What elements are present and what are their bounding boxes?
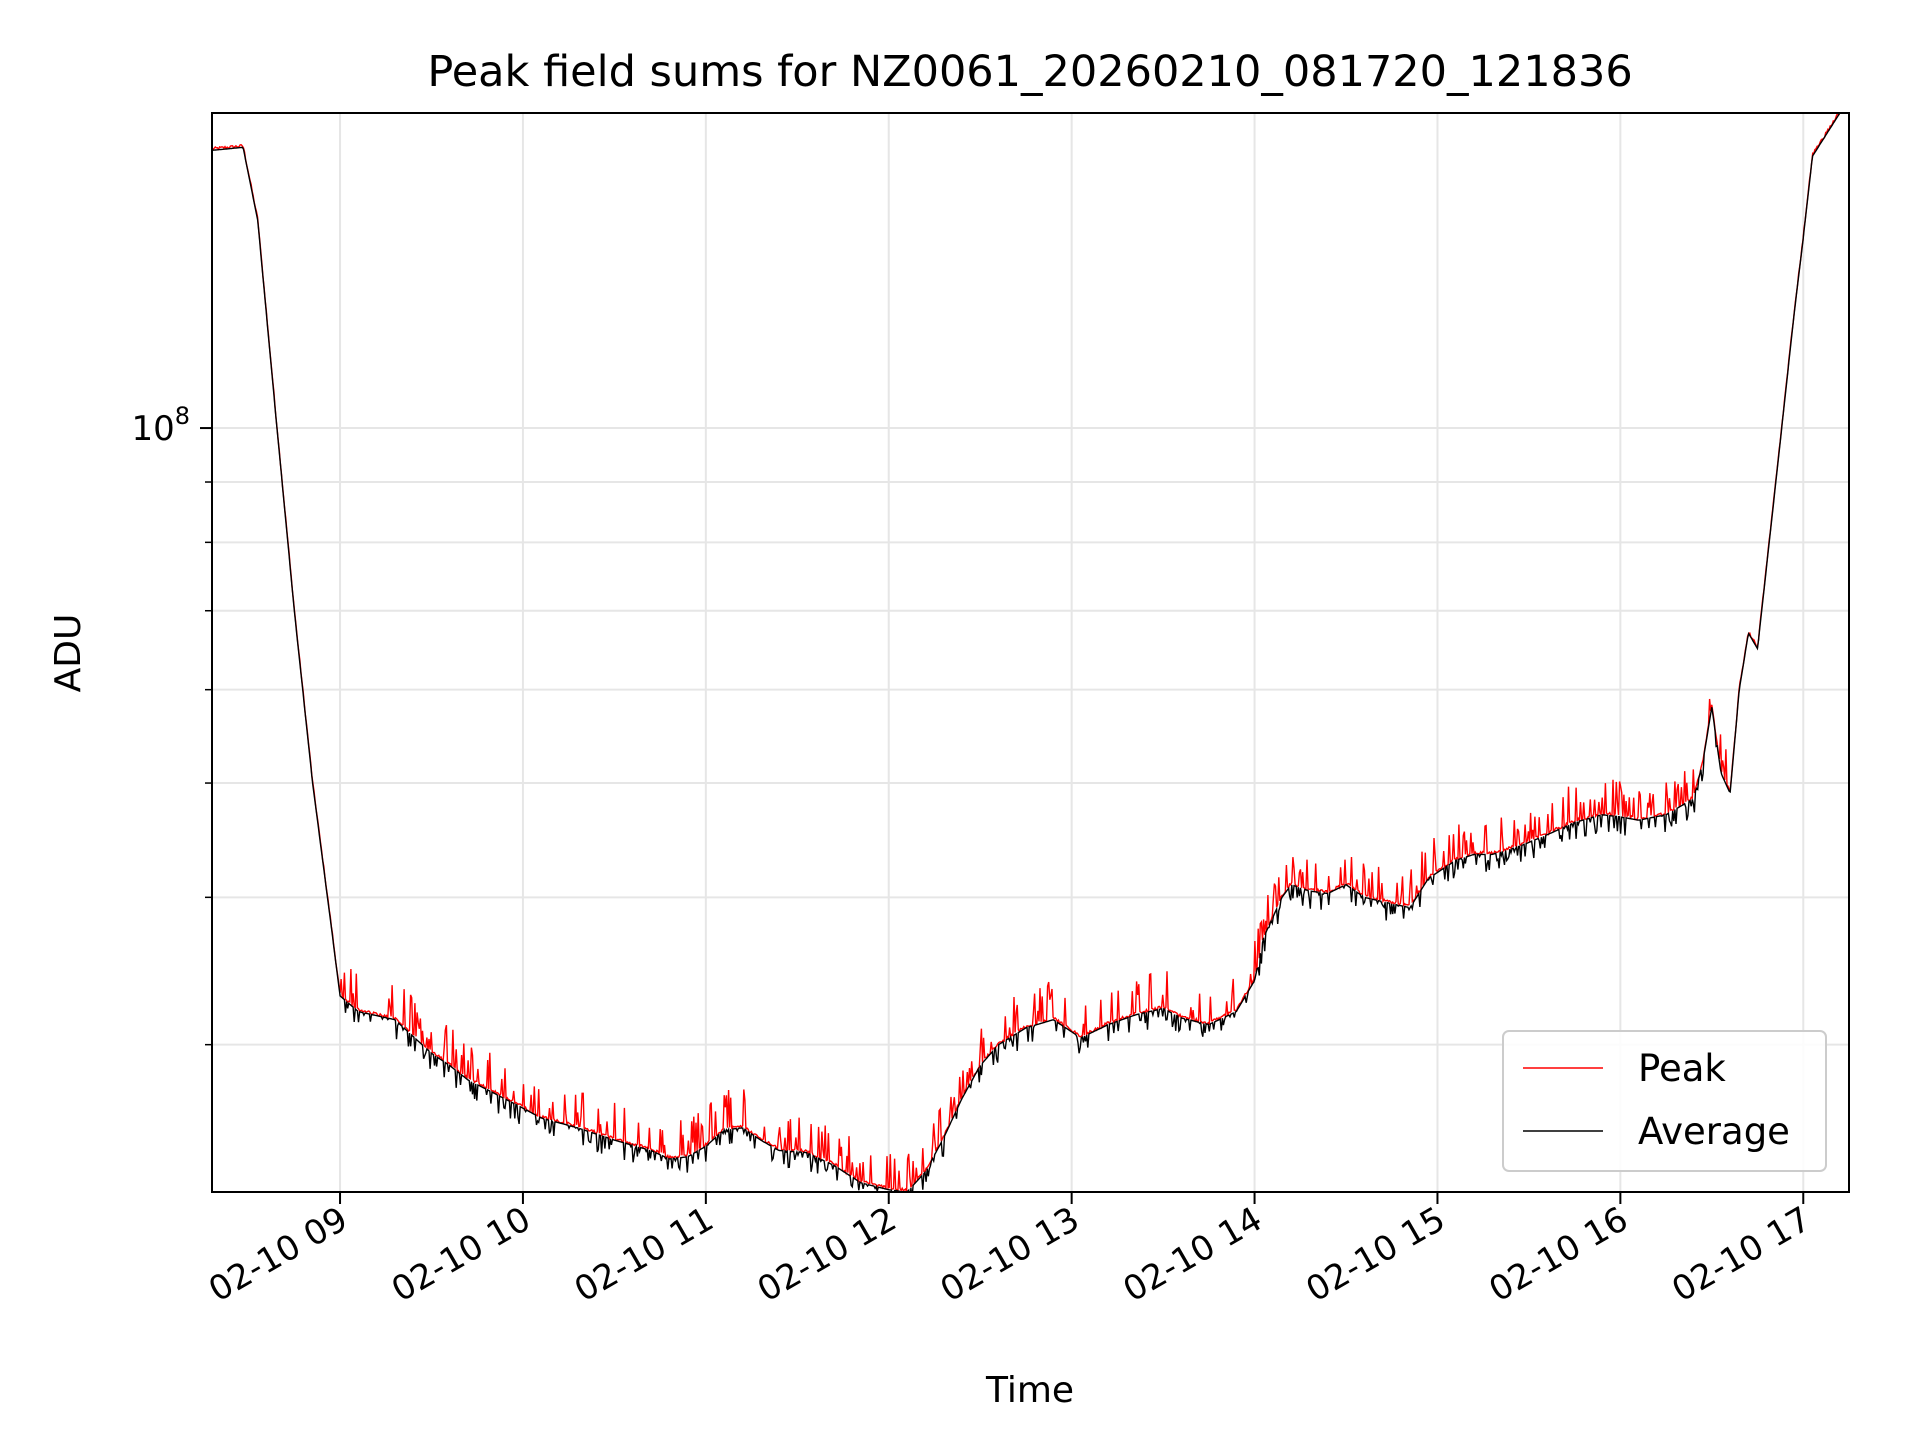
y-axis-label: ADU <box>48 614 89 693</box>
chart-title: Peak field sums for NZ0061_20260210_0817… <box>427 47 1632 97</box>
plot-area <box>212 113 1841 1192</box>
legend-peak-label: Peak <box>1638 1047 1726 1090</box>
grid <box>212 113 1849 1192</box>
axes-frame <box>211 112 1850 1193</box>
y-tick-label: 108 <box>131 402 190 449</box>
series-average-line <box>212 113 1841 1192</box>
y-tick-exponent: 8 <box>175 402 190 430</box>
y-tick-base: 10 <box>131 409 174 449</box>
x-axis-label: Time <box>985 1370 1074 1411</box>
legend: Peak Average <box>1502 1030 1827 1172</box>
legend-average-label: Average <box>1638 1110 1790 1153</box>
legend-box <box>1502 1030 1827 1172</box>
